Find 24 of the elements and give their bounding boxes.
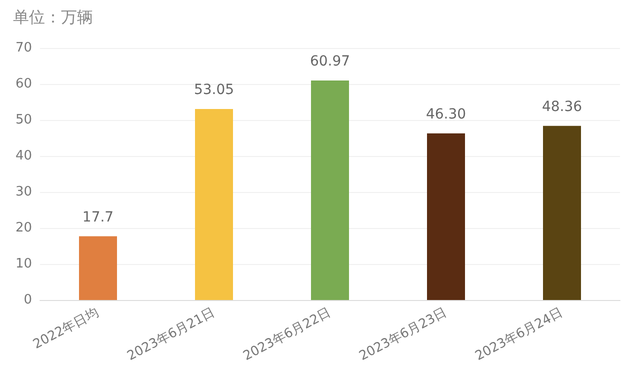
x-tick-label: 2023年6月21日 (124, 305, 218, 364)
data-label: 46.30 (426, 106, 466, 122)
y-tick-label: 30 (15, 184, 32, 200)
y-tick-label: 40 (15, 148, 32, 164)
x-tick-label: 2023年6月24日 (472, 305, 566, 364)
y-tick-label: 60 (15, 76, 32, 92)
y-tick-label: 20 (15, 220, 32, 236)
x-tick-label: 2023年6月23日 (356, 305, 450, 364)
data-label: 53.05 (194, 82, 234, 98)
y-tick-label: 50 (15, 112, 32, 128)
data-label: 17.7 (82, 209, 114, 226)
data-label: 60.97 (310, 54, 350, 70)
bar (195, 109, 233, 300)
bar (427, 133, 465, 300)
x-tick-label: 2023年6月22日 (240, 305, 334, 364)
x-tick-label: 2022年日均 (30, 305, 102, 352)
data-label: 48.36 (542, 98, 582, 115)
bar (543, 126, 581, 300)
y-tick-label: 70 (15, 40, 32, 56)
bar (79, 236, 117, 300)
bar (311, 80, 349, 300)
y-tick-label: 0 (24, 292, 32, 308)
chart-title: 单位：万辆 (13, 8, 93, 26)
y-tick-label: 10 (15, 256, 32, 272)
